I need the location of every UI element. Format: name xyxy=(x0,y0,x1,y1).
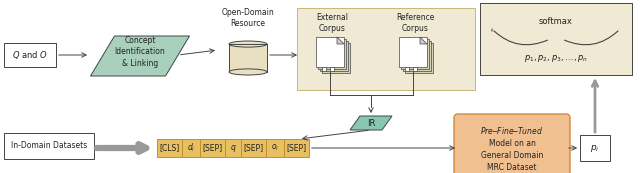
Bar xyxy=(200,139,225,157)
Bar xyxy=(284,139,309,157)
Polygon shape xyxy=(350,116,392,130)
Ellipse shape xyxy=(229,69,267,75)
Bar xyxy=(405,67,409,71)
Bar xyxy=(4,133,94,159)
Bar xyxy=(330,67,334,71)
Text: Open-Domain
Resource: Open-Domain Resource xyxy=(221,8,275,28)
Bar xyxy=(225,139,241,157)
Polygon shape xyxy=(337,37,344,44)
Text: $o_i$: $o_i$ xyxy=(271,143,279,153)
Ellipse shape xyxy=(229,41,267,47)
Bar xyxy=(266,139,284,157)
Text: General Domain: General Domain xyxy=(481,152,543,161)
Text: Concept
Identification
& Linking: Concept Identification & Linking xyxy=(115,36,165,68)
Text: Reference
Corpus: Reference Corpus xyxy=(396,13,434,33)
Text: [SEP]: [SEP] xyxy=(202,143,223,153)
Text: External
Corpus: External Corpus xyxy=(316,13,348,33)
Polygon shape xyxy=(90,36,189,76)
Bar xyxy=(413,67,417,71)
Bar xyxy=(322,67,326,71)
Text: [CLS]: [CLS] xyxy=(159,143,180,153)
Text: $Q$ and $O$: $Q$ and $O$ xyxy=(12,49,48,61)
Text: [SEP]: [SEP] xyxy=(287,143,307,153)
Bar xyxy=(405,43,433,73)
Polygon shape xyxy=(420,37,427,44)
FancyBboxPatch shape xyxy=(454,114,570,173)
Bar xyxy=(320,41,348,71)
Bar xyxy=(322,43,350,73)
Bar xyxy=(316,37,344,67)
Bar xyxy=(580,135,610,161)
Text: [SEP]: [SEP] xyxy=(243,143,264,153)
Text: $d_i$: $d_i$ xyxy=(187,142,195,154)
Bar xyxy=(297,8,475,90)
Text: $p_i$: $p_i$ xyxy=(590,143,600,153)
Text: $p_1,p_2,p_3,\ldots,p_n$: $p_1,p_2,p_3,\ldots,p_n$ xyxy=(524,52,588,63)
Bar xyxy=(241,139,266,157)
Bar xyxy=(182,139,200,157)
Text: In-Domain Datasets: In-Domain Datasets xyxy=(11,142,87,151)
Text: $\mathit{Pre\!\!-\!\!Fine\!\!-\!\!Tuned}$: $\mathit{Pre\!\!-\!\!Fine\!\!-\!\!Tuned}… xyxy=(481,125,543,135)
Text: Model on an: Model on an xyxy=(488,139,536,148)
Bar xyxy=(229,44,267,72)
Text: MRC Dataset: MRC Dataset xyxy=(487,163,537,172)
Text: $q$: $q$ xyxy=(230,143,236,153)
Text: IR: IR xyxy=(367,119,375,128)
Bar xyxy=(403,41,431,71)
Bar xyxy=(480,3,632,75)
Text: softmax: softmax xyxy=(539,16,573,25)
Bar xyxy=(4,43,56,67)
Bar xyxy=(401,39,429,69)
Bar xyxy=(318,39,346,69)
Bar xyxy=(399,37,427,67)
Bar xyxy=(157,139,182,157)
